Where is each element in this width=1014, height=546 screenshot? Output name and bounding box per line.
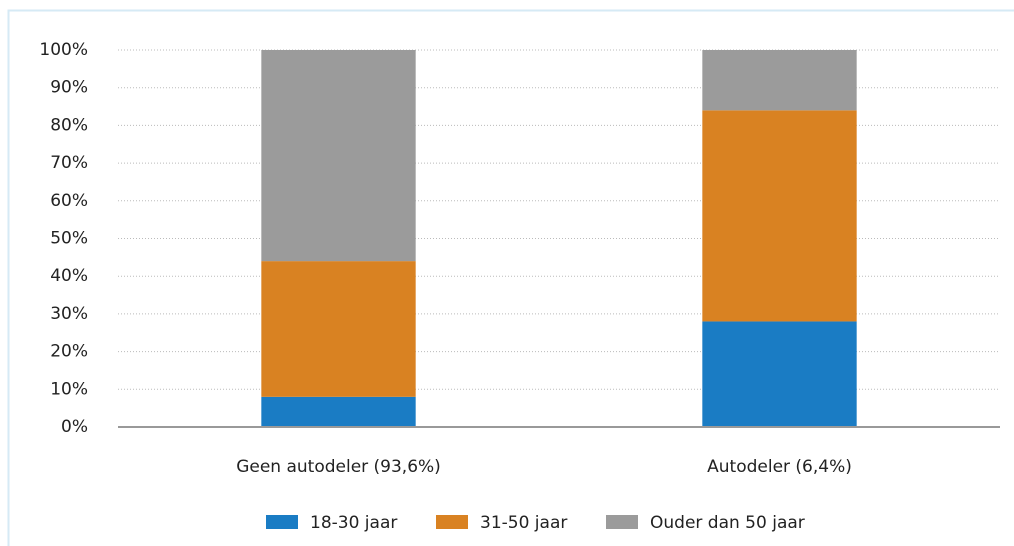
x-tick-label: Geen autodeler (93,6%) — [236, 457, 441, 477]
y-tick-label: 0% — [61, 417, 88, 437]
y-tick-label: 40% — [50, 266, 88, 286]
bar-segment — [702, 321, 857, 427]
bar-segment — [261, 50, 416, 262]
y-tick-label: 90% — [50, 78, 88, 98]
bar-segment — [261, 396, 416, 427]
y-tick-label: 30% — [50, 304, 88, 324]
legend-swatch — [266, 515, 298, 529]
legend-label: 31-50 jaar — [480, 513, 567, 533]
x-tick-label: Autodeler (6,4%) — [707, 457, 852, 477]
y-tick-label: 20% — [50, 342, 88, 362]
legend-swatch — [606, 515, 638, 529]
y-tick-label: 100% — [39, 40, 88, 60]
bar-segment — [702, 110, 857, 322]
y-tick-label: 80% — [50, 115, 88, 135]
legend-label: Ouder dan 50 jaar — [650, 513, 805, 533]
legend-label: 18-30 jaar — [310, 513, 397, 533]
y-tick-label: 10% — [50, 379, 88, 399]
bar-segment — [702, 50, 857, 111]
bar-segment — [261, 261, 416, 397]
legend-swatch — [436, 515, 468, 529]
y-tick-label: 50% — [50, 229, 88, 249]
y-tick-label: 60% — [50, 191, 88, 211]
frame — [7, 9, 1014, 546]
y-tick-label: 70% — [50, 153, 88, 173]
